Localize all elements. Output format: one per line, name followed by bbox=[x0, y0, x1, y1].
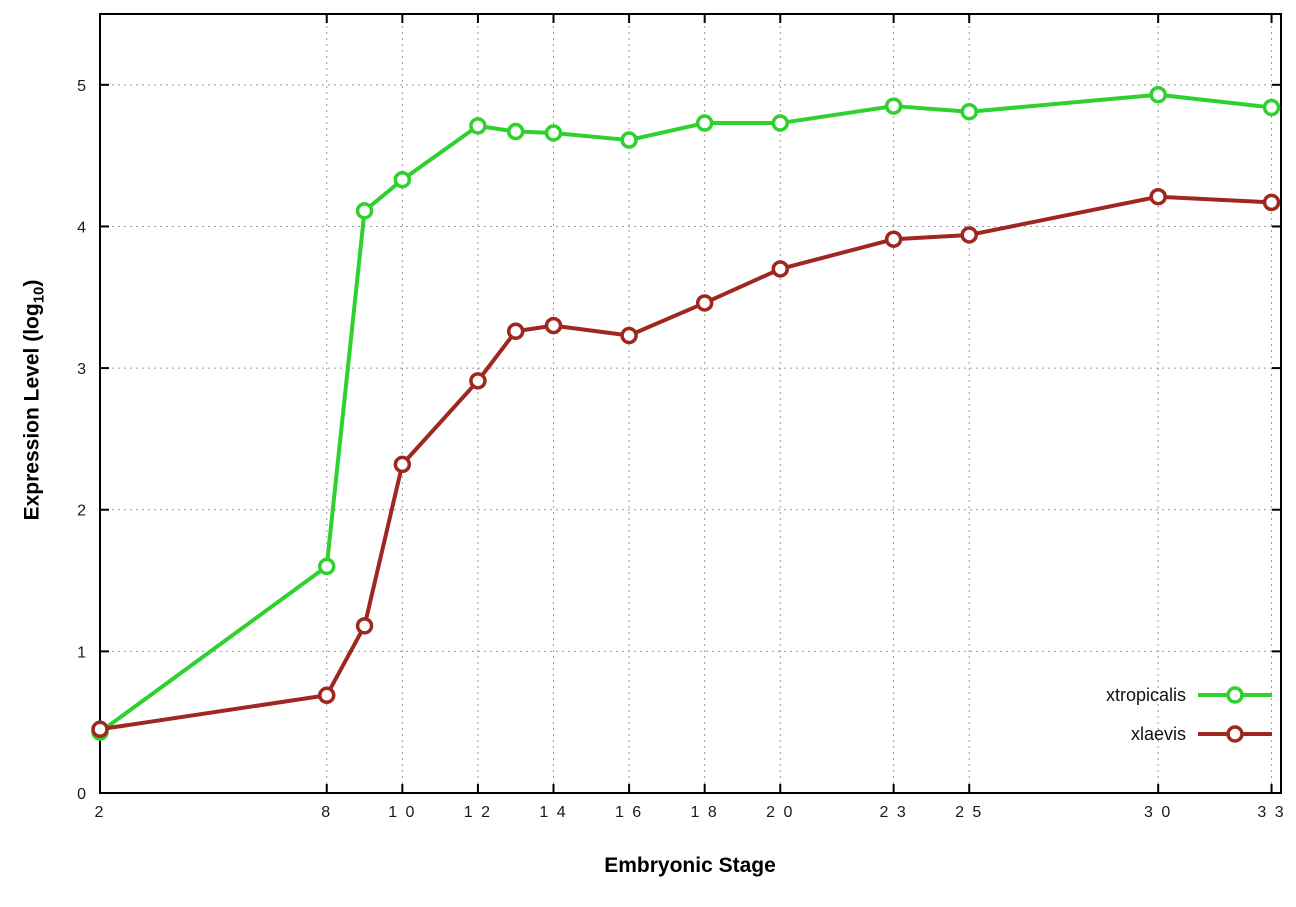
legend: xtropicalis xlaevis bbox=[1106, 682, 1274, 747]
legend-item-xlaevis: xlaevis bbox=[1106, 721, 1274, 747]
data-point-xlaevis bbox=[620, 326, 638, 345]
legend-label-xtropicalis: xtropicalis bbox=[1105, 684, 1186, 705]
data-point-xlaevis bbox=[469, 372, 487, 390]
data-point-xlaevis bbox=[506, 322, 525, 341]
data-point-xlaevis bbox=[884, 230, 903, 248]
data-point-xlaevis bbox=[771, 260, 790, 278]
legend-item-xtropicalis: xtropicalis bbox=[1106, 682, 1274, 708]
data-point-xlaevis bbox=[91, 720, 109, 739]
y-axis-label-main: Expression Level (log bbox=[20, 303, 44, 521]
data-point-xlaevis bbox=[1262, 193, 1281, 212]
y-tick-label: 2 bbox=[77, 503, 86, 520]
x-tick-label: 3 3 bbox=[1257, 804, 1285, 821]
data-point-xtropicalis bbox=[695, 114, 714, 132]
data-point-xlaevis bbox=[393, 455, 412, 474]
y-tick-label: 0 bbox=[77, 786, 86, 803]
x-axis-label: Embryonic Stage bbox=[604, 854, 776, 877]
y-tick-label: 5 bbox=[77, 78, 86, 95]
y-tick-label: 4 bbox=[77, 219, 86, 236]
data-point-xtropicalis bbox=[355, 202, 374, 220]
x-tick-label: 8 bbox=[321, 804, 332, 821]
x-tick-label: 2 0 bbox=[766, 804, 794, 821]
x-tick-label: 2 3 bbox=[880, 804, 908, 821]
data-point-xlaevis bbox=[960, 226, 978, 244]
data-point-xtropicalis bbox=[318, 557, 336, 576]
data-point-xtropicalis bbox=[620, 131, 638, 149]
x-tick-label: 3 0 bbox=[1144, 804, 1172, 821]
x-tick-label: 1 4 bbox=[539, 804, 567, 821]
data-point-xlaevis bbox=[355, 617, 374, 635]
y-axis-label: Expression Level (log10) bbox=[20, 280, 47, 521]
legend-sample-xtropicalis-icon bbox=[1198, 686, 1272, 704]
data-point-xtropicalis bbox=[393, 170, 412, 189]
x-tick-label: 1 8 bbox=[691, 804, 719, 821]
legend-sample-xlaevis-icon bbox=[1198, 725, 1272, 743]
legend-label-xlaevis: xlaevis bbox=[1130, 723, 1186, 744]
data-point-xlaevis bbox=[544, 316, 563, 335]
data-point-xtropicalis bbox=[884, 97, 903, 115]
data-point-xtropicalis bbox=[1149, 85, 1167, 104]
data-point-xtropicalis bbox=[771, 114, 790, 132]
x-tick-label: 2 5 bbox=[955, 804, 983, 821]
data-point-xlaevis bbox=[695, 294, 714, 312]
data-point-xlaevis bbox=[1149, 187, 1167, 206]
y-axis-label-subscript: 10 bbox=[30, 286, 48, 304]
x-tick-label: 1 0 bbox=[388, 804, 416, 821]
y-tick-label: 1 bbox=[77, 644, 86, 661]
x-tick-label: 2 bbox=[95, 804, 106, 821]
series-line-xtropicalis bbox=[98, 92, 1274, 735]
data-point-xtropicalis bbox=[960, 102, 978, 121]
data-point-xlaevis bbox=[318, 686, 336, 705]
data-point-xtropicalis bbox=[544, 124, 563, 142]
data-point-xtropicalis bbox=[469, 117, 487, 135]
series-line-xlaevis bbox=[98, 194, 1274, 732]
x-tick-label: 1 2 bbox=[464, 804, 492, 821]
data-point-xtropicalis bbox=[1262, 98, 1281, 117]
data-point-xtropicalis bbox=[506, 122, 525, 141]
y-axis-label-close: ) bbox=[20, 279, 44, 287]
y-tick-label: 3 bbox=[77, 361, 86, 378]
x-tick-label: 1 6 bbox=[615, 804, 643, 821]
